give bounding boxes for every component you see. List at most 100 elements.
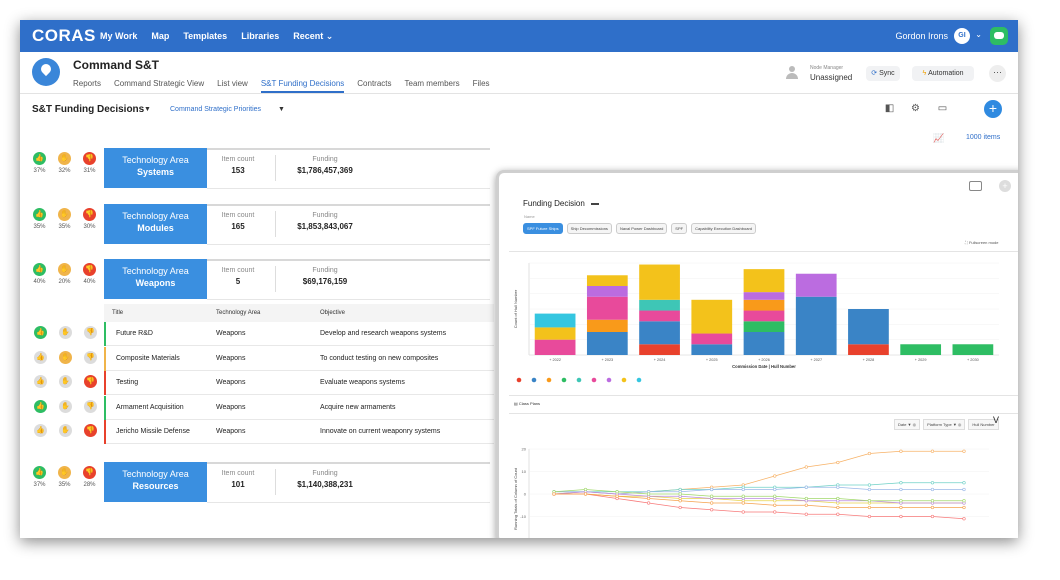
chat-icon[interactable] — [990, 27, 1008, 45]
automation-button[interactable]: ϟ Automation — [912, 66, 974, 81]
table-row[interactable]: 👍 ✋ 👎 Composite Materials Weapons To con… — [34, 346, 494, 371]
vote-up[interactable]: 👍 35% — [32, 208, 47, 230]
sync-button[interactable]: ⟳ Sync — [866, 66, 900, 81]
more-options-button[interactable]: ··· — [989, 65, 1006, 82]
technology-area-tile[interactable]: Technology Area Systems — [104, 148, 207, 188]
technology-area-row[interactable]: 👍 37% ✋ 32% 👎 31% Technology Area Systems I… — [20, 148, 490, 190]
vote-down[interactable]: 👎 28% — [82, 466, 97, 488]
table-row[interactable]: 👍 ✋ 👎 Jericho Missile Defense Weapons In… — [34, 420, 494, 444]
monitor-icon[interactable]: ▭ — [937, 103, 948, 114]
class-plans-label[interactable]: ▤ Class Plans — [514, 401, 540, 406]
filter-platform-type[interactable]: Platform Type ▼ ◎ — [923, 419, 966, 430]
tab-team-members[interactable]: Team members — [404, 79, 460, 88]
divider — [275, 469, 276, 495]
technology-area-row[interactable]: 👍 40% ✋ 20% 👎 40% Technology Area Weapons I… — [20, 259, 490, 301]
thumbs-sideways-icon[interactable]: ✋ — [59, 424, 72, 437]
table-row[interactable]: 👍 ✋ 👎 Armament Acquisition Weapons Acqui… — [34, 395, 494, 420]
thumbs-down-icon[interactable]: 👎 — [84, 326, 97, 339]
vote-up[interactable]: 👍 37% — [32, 152, 47, 174]
vote-neutral[interactable]: ✋ 32% — [57, 152, 72, 174]
thumbs-up-icon[interactable]: 👍 — [34, 350, 47, 364]
tab-list-view[interactable]: List view — [217, 79, 248, 88]
filter-link[interactable]: Command Strategic Priorities — [170, 106, 262, 113]
cell-technology-area: Weapons — [216, 428, 246, 435]
items-count[interactable]: 1000 items — [966, 134, 1001, 141]
technology-area-tile[interactable]: Technology Area Modules — [104, 204, 207, 244]
thumbs-up-icon[interactable]: 👍 — [34, 424, 47, 437]
filter-hull-number[interactable]: Hull Number — [968, 419, 999, 430]
funding-value: $1,786,457,369 — [297, 166, 353, 175]
dash-tab-spf-future-ships[interactable]: SPF Future Ships — [523, 223, 563, 234]
view-title[interactable]: S&T Funding Decisions — [32, 104, 145, 115]
thumbs-sideways-icon[interactable]: ✋ — [59, 375, 72, 388]
technology-area-row[interactable]: 👍 35% ✋ 35% 👎 30% Technology Area Modules I… — [20, 204, 490, 246]
view-chevron-down-icon[interactable]: ▼ — [144, 106, 151, 113]
thumbs-up-icon[interactable]: 👍 — [34, 375, 47, 388]
dash-tab-capability-execution[interactable]: Capability Execution Dashboard — [691, 223, 756, 234]
panel-title[interactable]: Funding Decision — [523, 199, 585, 208]
filter-date[interactable]: Date ▼ ◎ — [894, 419, 921, 430]
dash-tab-ship-decommissions[interactable]: Ship Decommissions — [566, 223, 612, 234]
tab-files[interactable]: Files — [472, 79, 490, 88]
vote-down[interactable]: 👎 30% — [82, 208, 97, 230]
chart-icon[interactable]: 📈 — [933, 133, 945, 143]
add-circle-icon[interactable]: + — [999, 180, 1011, 192]
collapse-chevron-icon[interactable]: V — [993, 415, 1000, 425]
thumbs-down-icon[interactable]: 👎 — [84, 350, 97, 364]
cell-title[interactable]: Armament Acquisition — [116, 403, 184, 411]
thumbs-sideways-icon[interactable]: ✋ — [59, 326, 72, 339]
cell-title[interactable]: Jericho Missile Defense — [116, 428, 190, 435]
filter-chevron-down-icon[interactable]: ▼ — [278, 106, 285, 113]
thumbs-up-icon[interactable]: 👍 — [34, 399, 47, 413]
thumbs-down-icon[interactable]: 👎 — [84, 424, 97, 437]
tab-reports[interactable]: Reports — [73, 79, 102, 88]
vote-up[interactable]: 👍 37% — [32, 466, 47, 488]
expand-icon[interactable] — [969, 181, 982, 191]
coras-logo[interactable]: CORAS — [32, 26, 96, 45]
nav-map[interactable]: Map — [151, 31, 170, 41]
vote-down[interactable]: 👎 31% — [82, 152, 97, 174]
thumbs-down-icon[interactable]: 👎 — [84, 399, 97, 413]
technology-area-tile[interactable]: Technology Area Resources — [104, 462, 207, 502]
nav-templates[interactable]: Templates — [183, 31, 228, 41]
nav-libraries[interactable]: Libraries — [241, 31, 280, 41]
tab-contracts[interactable]: Contracts — [357, 79, 392, 88]
table-row[interactable]: 👍 ✋ 👎 Testing Weapons Evaluate weapons s… — [34, 371, 494, 395]
avatar[interactable]: GI — [954, 28, 970, 44]
dash-tab-spf[interactable]: SPF — [671, 223, 688, 234]
table-row[interactable]: 👍 ✋ 👎 Future R&D Weapons Develop and res… — [34, 322, 494, 346]
user-name[interactable]: Gordon Irons — [895, 31, 948, 41]
node-manager-value[interactable]: Unassigned — [810, 73, 853, 82]
thumbs-up-icon[interactable]: 👍 — [34, 326, 47, 339]
user-menu-chevron-icon[interactable]: ⌄ — [975, 30, 982, 39]
vote-neutral[interactable]: ✋ 35% — [57, 208, 72, 230]
divider — [509, 395, 1018, 396]
vote-neutral[interactable]: ✋ 20% — [57, 263, 72, 285]
thumbs-down-icon[interactable]: 👎 — [84, 375, 97, 388]
column-header-title[interactable]: Title — [112, 310, 124, 316]
cell-objective: Develop and research weapons systems — [320, 330, 447, 337]
vote-up[interactable]: 👍 40% — [32, 263, 47, 285]
minimize-icon[interactable] — [591, 203, 599, 205]
bar-segment — [691, 333, 733, 345]
tab-command-strategic-view[interactable]: Command Strategic View — [114, 79, 205, 88]
technology-area-tile[interactable]: Technology Area Weapons — [104, 259, 207, 299]
nav-my-work[interactable]: My Work — [100, 31, 138, 41]
vote-down[interactable]: 👎 40% — [82, 263, 97, 285]
panel-toggle-icon[interactable]: ◧ — [884, 103, 895, 114]
cell-title[interactable]: Composite Materials — [116, 354, 180, 362]
dash-tab-naval-power[interactable]: Naval Power Dashboard — [615, 223, 668, 234]
column-header-objective[interactable]: Objective — [320, 310, 346, 316]
thumbs-sideways-icon[interactable]: ✋ — [59, 399, 72, 413]
tab-st-funding-decisions[interactable]: S&T Funding Decisions — [260, 79, 345, 93]
technology-area-row[interactable]: 👍 37% ✋ 35% 👎 28% Technology Area Resources… — [20, 462, 490, 504]
fullscreen-toggle[interactable]: ⛶ Fullscreen mode — [965, 240, 999, 245]
gear-icon[interactable]: ⚙ — [911, 103, 920, 114]
vote-neutral[interactable]: ✋ 35% — [57, 466, 72, 488]
column-header-technology-area[interactable]: Technology Area — [216, 310, 261, 316]
add-button[interactable]: + — [984, 100, 1002, 118]
nav-recent[interactable]: Recent ⌄ — [293, 31, 333, 42]
cell-title[interactable]: Testing — [116, 379, 139, 386]
cell-title[interactable]: Future R&D — [116, 330, 153, 337]
thumbs-sideways-icon[interactable]: ✋ — [59, 350, 72, 364]
